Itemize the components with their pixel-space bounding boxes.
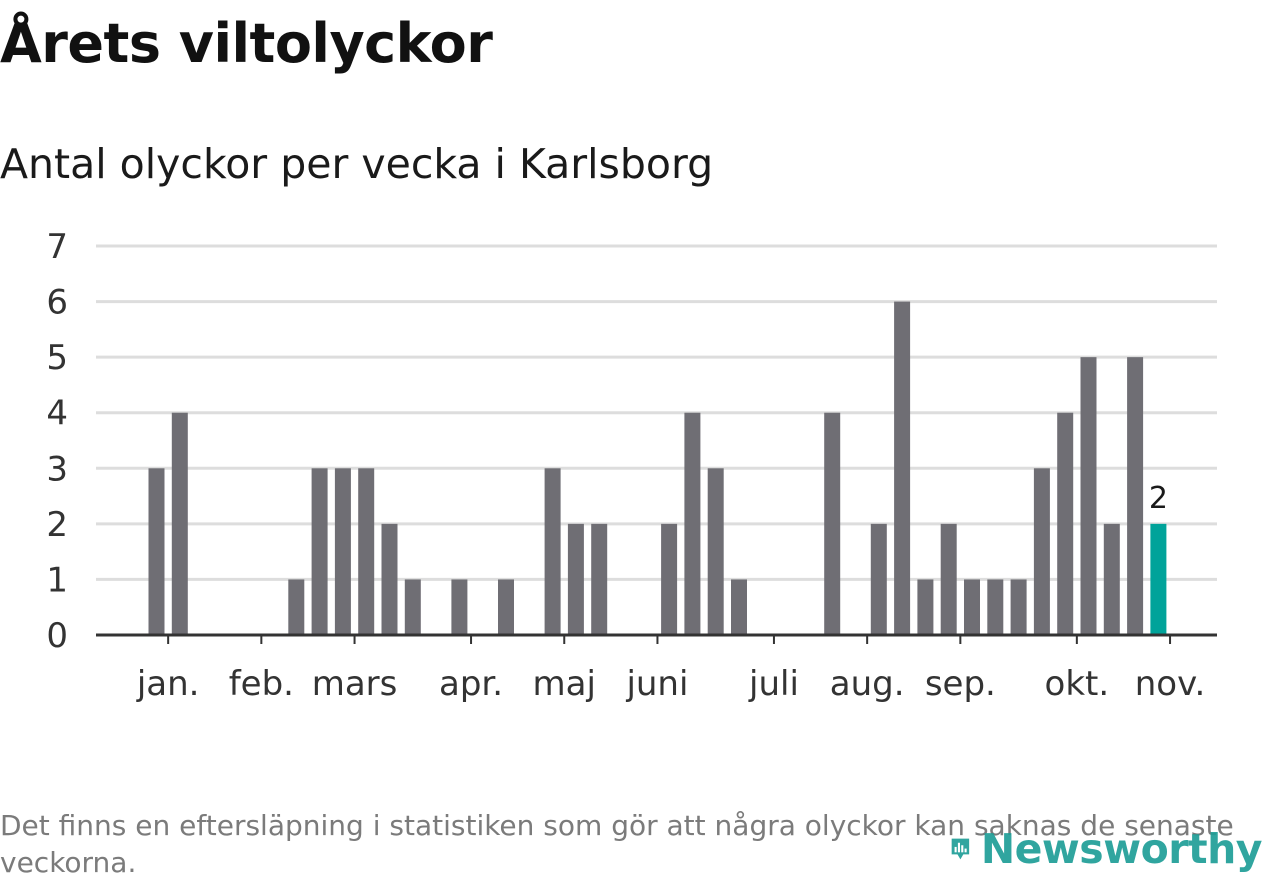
y-tick-label: 3	[46, 449, 68, 489]
x-tick-label: mars	[312, 664, 398, 704]
newsworthy-logo-icon	[951, 838, 970, 859]
bar	[661, 523, 678, 635]
bar	[824, 412, 841, 635]
bar	[591, 523, 608, 635]
x-tick-label: nov.	[1135, 664, 1206, 704]
y-axis-tick-labels: 0 1 2 3 4 5 6 7	[46, 227, 68, 656]
logo-text: Newsworthy	[980, 824, 1262, 873]
bar	[404, 579, 421, 635]
bar	[1080, 357, 1097, 635]
bar	[1057, 412, 1074, 635]
bar	[1127, 357, 1144, 635]
annotations: 2	[1149, 481, 1168, 516]
bar-chart: 0 1 2 3 4 5 6 7 jan. feb. mars apr. maj juni juli aug.…	[46, 227, 1217, 704]
bar	[358, 468, 375, 635]
bar	[451, 579, 468, 635]
bar	[1103, 523, 1120, 635]
footnote: Det finns en eftersläpning i statistiken…	[0, 809, 1234, 879]
bar	[544, 468, 561, 635]
bar	[917, 579, 934, 635]
y-tick-label: 1	[46, 560, 68, 600]
bar	[894, 301, 911, 635]
y-tick-label: 6	[46, 283, 68, 323]
bar	[940, 523, 957, 635]
highlight-data-label: 2	[1149, 481, 1168, 516]
bar	[171, 412, 188, 635]
x-tick-label: juli	[748, 664, 799, 704]
x-tick-label: jan.	[136, 664, 200, 704]
bar	[964, 579, 980, 635]
x-tick-label: juni	[625, 664, 688, 704]
grid-lines	[96, 244, 1217, 581]
bar	[684, 412, 701, 635]
bar	[567, 523, 584, 635]
chart-title: Årets viltolyckor	[0, 12, 493, 75]
x-axis: jan. feb. mars apr. maj juni juli aug. sep. okt. n…	[96, 633, 1217, 704]
y-tick-label: 0	[46, 616, 68, 656]
bar	[311, 468, 328, 635]
x-tick-label: sep.	[925, 664, 996, 704]
y-tick-label: 2	[46, 505, 68, 545]
y-tick-label: 7	[46, 227, 68, 267]
bar	[381, 523, 398, 635]
x-tick-label: maj	[533, 664, 596, 704]
chart-subtitle: Antal olyckor per vecka i Karlsborg	[0, 140, 714, 188]
x-tick-label: okt.	[1045, 664, 1110, 704]
bar	[707, 468, 724, 635]
bar	[148, 468, 165, 635]
x-tick-label: feb.	[229, 664, 294, 704]
bar	[498, 579, 514, 635]
bar	[1010, 579, 1027, 635]
bar	[987, 579, 1004, 635]
bar	[731, 579, 747, 635]
bars	[148, 301, 1167, 635]
y-tick-label: 5	[46, 338, 68, 378]
bar	[288, 579, 305, 635]
bar	[334, 468, 351, 635]
x-tick-label: apr.	[439, 664, 503, 704]
bar	[870, 523, 887, 635]
newsworthy-logo: Newsworthy	[950, 818, 1262, 879]
bar	[1150, 523, 1167, 635]
y-tick-label: 4	[46, 394, 68, 434]
bar	[1033, 468, 1050, 635]
x-tick-label: aug.	[830, 664, 905, 704]
